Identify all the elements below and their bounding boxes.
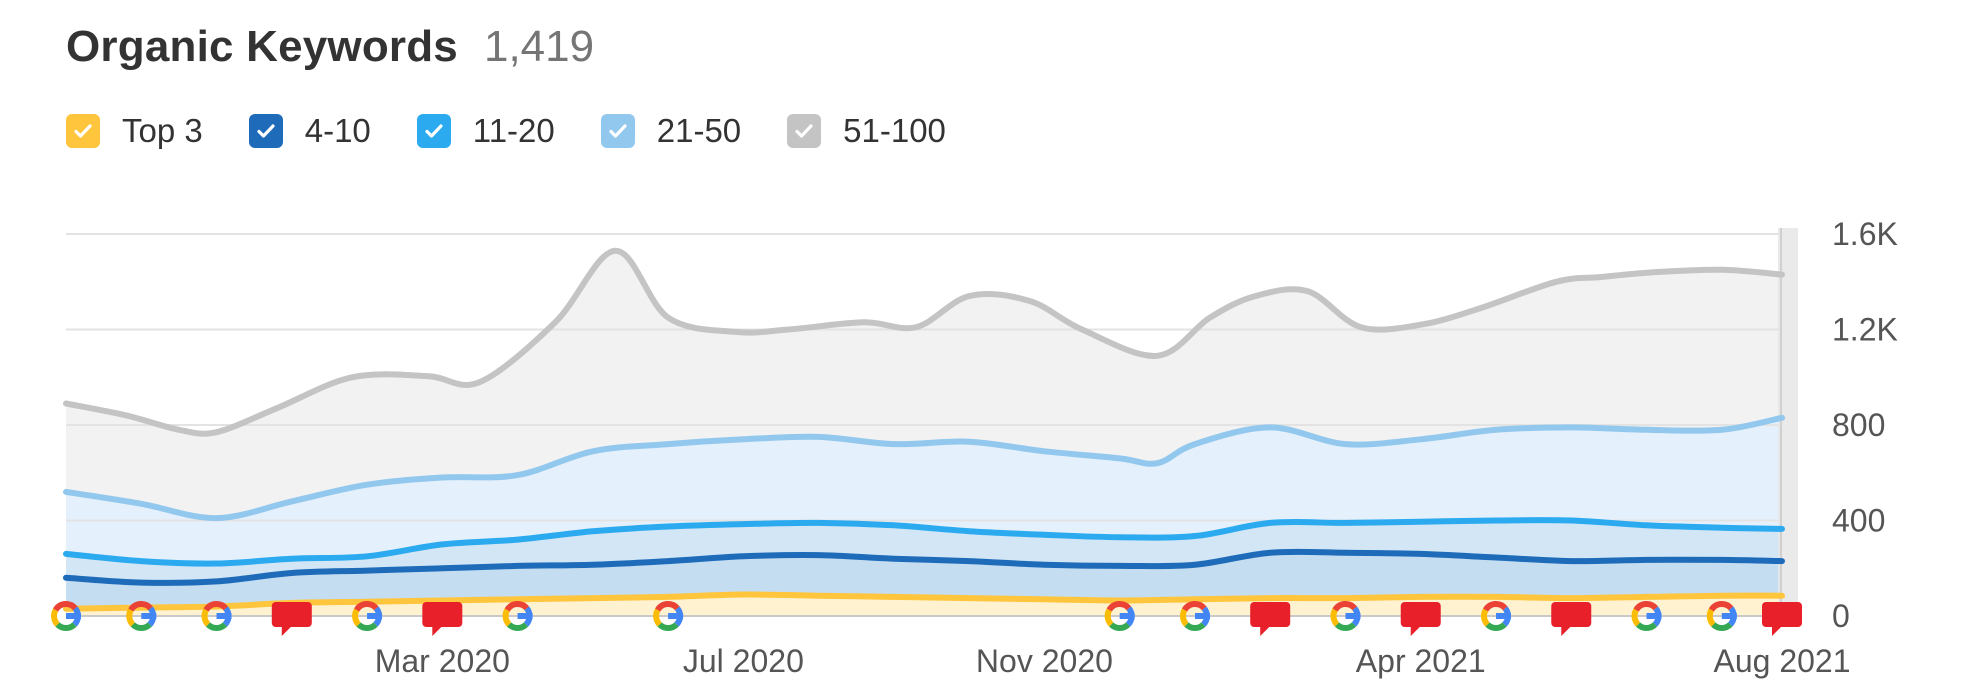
series-line-11-20[interactable] — [63, 517, 1785, 567]
legend-label: 4-10 — [304, 112, 371, 149]
check-icon — [257, 124, 275, 138]
hover-band — [1778, 228, 1798, 616]
check-icon — [795, 124, 813, 138]
note-icon[interactable] — [1250, 602, 1291, 636]
google-update-icon[interactable] — [126, 601, 157, 631]
x-tick-label: Jul 2020 — [683, 643, 804, 679]
legend-item-21-50[interactable]: 21-50 — [600, 112, 742, 150]
google-update-icon[interactable] — [201, 601, 232, 631]
y-tick-label: 800 — [1832, 407, 1885, 443]
x-tick-label: Aug 2021 — [1713, 643, 1850, 679]
google-update-icon[interactable] — [1104, 601, 1135, 631]
series-lines — [63, 247, 1785, 612]
google-update-icon[interactable] — [1631, 601, 1662, 631]
note-icon[interactable] — [422, 602, 463, 636]
check-icon — [609, 124, 627, 138]
x-tick-label: Apr 2021 — [1356, 643, 1486, 679]
event-markers — [51, 601, 1802, 636]
y-tick-label: 400 — [1832, 503, 1885, 539]
google-update-icon[interactable] — [1179, 601, 1210, 631]
series-line-51-100[interactable] — [63, 247, 1785, 437]
note-icon[interactable] — [271, 602, 312, 636]
note-icon[interactable] — [1400, 602, 1441, 636]
y-tick-label: 1.2K — [1832, 312, 1898, 348]
google-update-icon[interactable] — [1330, 601, 1361, 631]
checkbox-4-10[interactable] — [248, 114, 283, 148]
widget-header: Organic Keywords 1,419 — [66, 22, 594, 72]
note-icon[interactable] — [1551, 602, 1592, 636]
google-update-icon[interactable] — [51, 601, 81, 631]
series-line-Top 3[interactable] — [63, 591, 1785, 612]
series-line-4-10[interactable] — [63, 548, 1785, 586]
legend-item-51-100[interactable]: 51-100 — [787, 112, 946, 150]
y-tick-label: 0 — [1832, 598, 1850, 634]
series-line-21-50[interactable] — [63, 414, 1785, 522]
x-tick-label: Mar 2020 — [375, 643, 510, 679]
legend-label: 21-50 — [656, 112, 742, 149]
legend-label: 51-100 — [843, 112, 946, 149]
legend-item-11-20[interactable]: 11-20 — [416, 112, 555, 150]
google-update-icon[interactable] — [352, 601, 383, 631]
y-tick-label: 1.6K — [1832, 216, 1898, 252]
checkbox-51-100[interactable] — [787, 114, 822, 148]
legend-item-4-10[interactable]: 4-10 — [248, 112, 371, 150]
x-tick-label: Nov 2020 — [976, 643, 1113, 679]
google-update-icon[interactable] — [653, 601, 684, 631]
widget-title: Organic Keywords — [66, 22, 458, 71]
legend-label: 11-20 — [472, 112, 555, 149]
checkbox-11-20[interactable] — [416, 114, 451, 148]
google-update-icon[interactable] — [1481, 601, 1511, 631]
google-update-icon[interactable] — [502, 601, 533, 631]
google-update-icon[interactable] — [1706, 601, 1737, 631]
checkbox-top-3[interactable] — [66, 114, 100, 148]
note-icon[interactable] — [1762, 602, 1802, 636]
legend-label: Top 3 — [122, 112, 203, 149]
legend: Top 3 4-10 11-20 21-50 51-100 — [66, 112, 992, 150]
keyword-count: 1,419 — [483, 22, 595, 71]
checkbox-21-50[interactable] — [600, 114, 635, 148]
check-icon — [74, 124, 92, 138]
check-icon — [425, 124, 443, 138]
legend-item-top-3[interactable]: Top 3 — [66, 112, 203, 150]
